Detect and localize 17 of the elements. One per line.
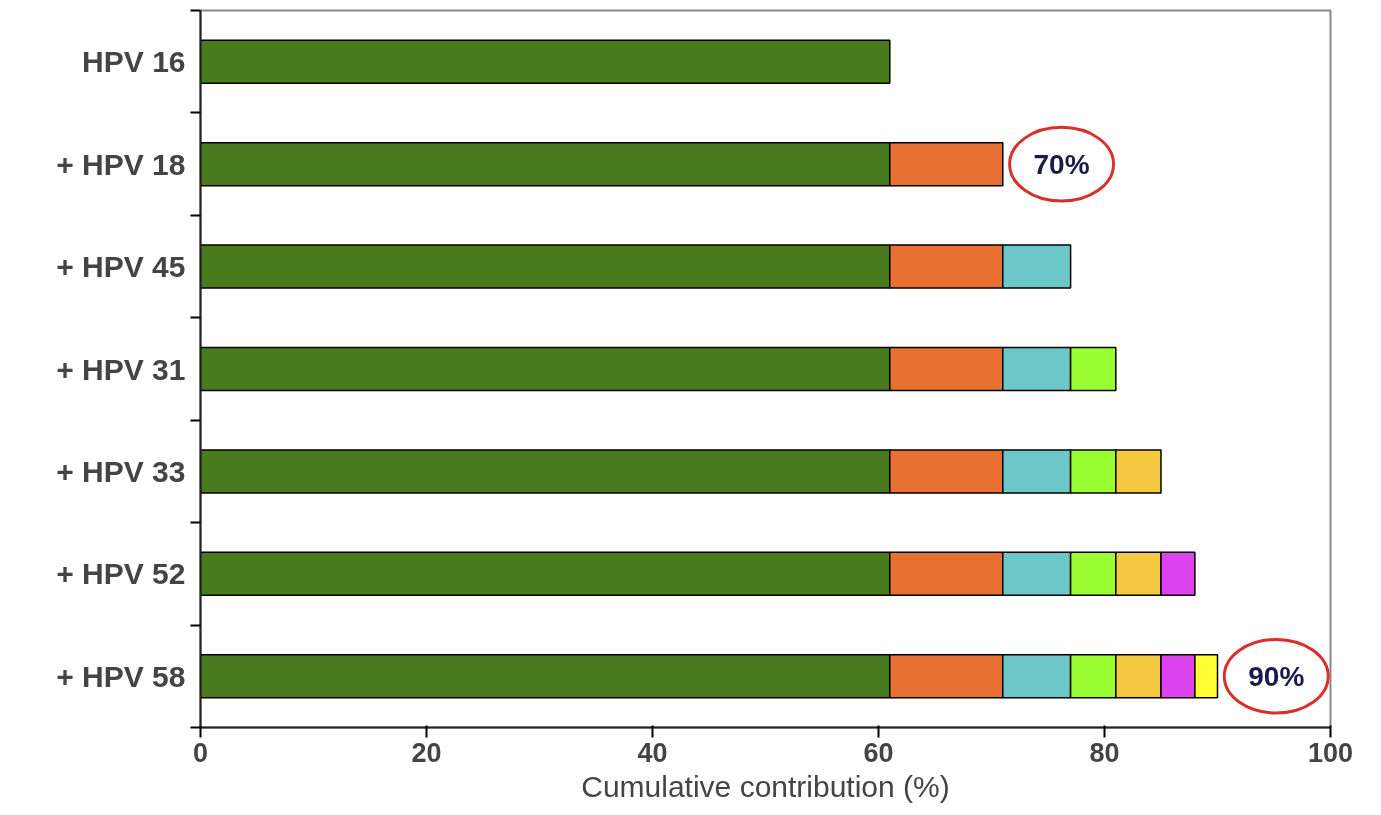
x-axis-title: Cumulative contribution (%)	[581, 769, 950, 803]
x-tick-label: 60	[863, 737, 894, 768]
x-tick-label: 100	[1307, 737, 1354, 768]
y-tick-label: + HPV 52	[56, 557, 186, 591]
x-tick-label: 40	[637, 737, 668, 768]
y-tick-label: + HPV 45	[56, 250, 186, 284]
y-tick-label: HPV 16	[82, 45, 186, 79]
y-tick-label: + HPV 18	[56, 147, 186, 181]
y-tick-label: + HPV 33	[56, 454, 186, 488]
y-tick-label: + HPV 31	[56, 352, 186, 386]
y-tick-label: + HPV 58	[56, 659, 186, 693]
annotation: 90%	[1248, 660, 1305, 692]
x-tick-label: 0	[192, 737, 209, 768]
bar	[200, 39, 891, 84]
annotation: 70%	[1033, 148, 1090, 180]
x-tick-label: 80	[1089, 737, 1120, 768]
x-tick-label: 20	[411, 737, 442, 768]
